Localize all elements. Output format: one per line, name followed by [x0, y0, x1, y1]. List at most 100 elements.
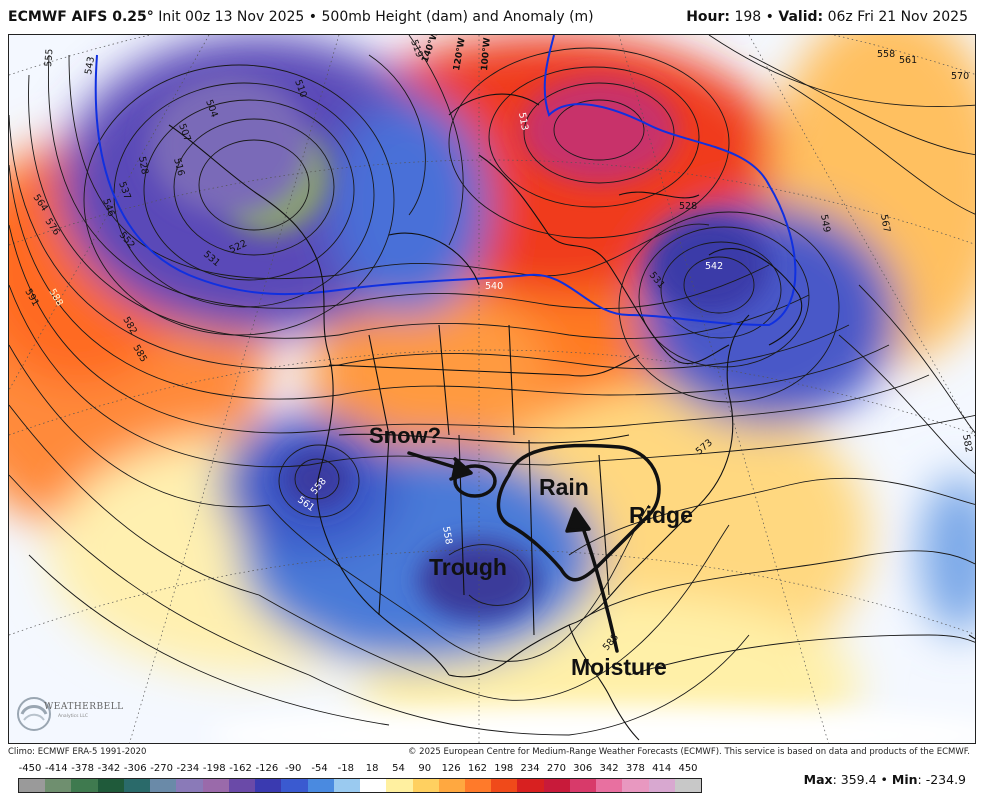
legend-label: 414 [652, 763, 672, 774]
legend-swatch [97, 779, 124, 792]
legend-label: -90 [285, 763, 302, 774]
zero-anomaly-contour [94, 35, 797, 327]
valid-value: 06z Fri 21 Nov 2025 [827, 9, 968, 25]
header-left: ECMWF AIFS 0.25° Init 00z 13 Nov 2025 • … [8, 0, 594, 34]
anomaly-shading [9, 35, 975, 743]
legend-label: -306 [123, 763, 147, 774]
snow-arrowhead [449, 457, 473, 481]
contour-label-542: 542 [705, 261, 723, 272]
legend-colorbar [18, 778, 702, 793]
legend-label: 54 [392, 763, 405, 774]
legend-label: 450 [678, 763, 698, 774]
max-label: Max [803, 772, 833, 787]
climo-credit: Climo: ECMWF ERA-5 1991-2020 [8, 747, 147, 757]
contour-label-513: 513 [516, 112, 530, 132]
moisture-arrow [577, 515, 619, 653]
header-right: Hour: 198 • Valid: 06z Fri 21 Nov 2025 [686, 0, 968, 34]
hour-label: Hour: [686, 9, 731, 25]
meridian-100w: 100°W [480, 37, 493, 71]
legend-label: 126 [441, 763, 461, 774]
legend-swatch [150, 779, 177, 792]
annotation-rain: Rain [539, 474, 589, 500]
min-value: : -234.9 [917, 772, 966, 787]
map-canvas[interactable]: 555 543 507 504 516 528 537 546 552 564 … [9, 35, 976, 744]
legend-label: -198 [202, 763, 226, 774]
legend-label: 162 [467, 763, 487, 774]
legend-labels: -450 -414 -378 -342 -306 -270 -234 -198 -162 -126… [18, 763, 702, 777]
contour-label-558-c: 558 [440, 526, 454, 546]
contour-label-561: 561 [899, 55, 917, 66]
boundaries [168, 93, 975, 741]
map-panel[interactable]: 555 543 507 504 516 528 537 546 552 564 … [8, 34, 976, 744]
contour-label-543: 543 [83, 56, 97, 76]
legend-label: 234 [520, 763, 540, 774]
legend-swatch [333, 779, 361, 792]
legend-swatch [622, 779, 649, 792]
contour-label-528-b: 528 [679, 201, 697, 212]
contour-label-567: 567 [878, 214, 892, 234]
graticule [9, 35, 975, 743]
legend-swatch [386, 779, 413, 792]
contour-label-540: 540 [485, 281, 503, 292]
map-header: ECMWF AIFS 0.25° Init 00z 13 Nov 2025 • … [0, 0, 984, 34]
legend-label: 378 [625, 763, 645, 774]
height-contours [9, 35, 975, 736]
init-time: Init 00z 13 Nov 2025 [158, 9, 305, 25]
legend-swatch [71, 779, 98, 792]
stats-bullet: • [880, 772, 888, 787]
legend-swatch [307, 779, 334, 792]
legend-swatch [569, 779, 597, 792]
precip-outline [496, 443, 661, 582]
valid-label: Valid: [778, 9, 824, 25]
legend-swatch [123, 779, 151, 792]
weatherbell-logo: WEATHERBELL Analytics LLC [14, 690, 124, 736]
header-separator-2: • [765, 9, 774, 25]
contour-label-549: 549 [818, 214, 832, 234]
legend-swatch [360, 779, 387, 792]
product-name: 500mb Height (dam) and Anomaly (m) [321, 9, 594, 25]
annotation-moisture: Moisture [571, 654, 667, 680]
legend-swatch [19, 779, 46, 792]
legend-swatch [438, 779, 465, 792]
legend-swatch [228, 779, 256, 792]
legend-label: 306 [573, 763, 593, 774]
legend-swatch [674, 779, 702, 792]
legend-label: -54 [311, 763, 328, 774]
contour-label-555: 555 [43, 48, 56, 67]
moisture-arrowhead [565, 507, 591, 533]
legend-label: -162 [229, 763, 252, 774]
snow-circle [453, 464, 497, 498]
legend-swatch [543, 779, 570, 792]
legend-label: -342 [97, 763, 121, 774]
contour-label-570: 570 [951, 71, 969, 82]
logo-swirl-icon [17, 697, 51, 731]
legend-label: -378 [71, 763, 94, 774]
legend-label: 270 [546, 763, 566, 774]
legend-swatch [281, 779, 308, 792]
legend-swatch [517, 779, 544, 792]
contour-label-516: 516 [171, 157, 186, 177]
annotation-trough: Trough [429, 554, 507, 580]
annotation-snow: Snow? [369, 423, 441, 448]
min-label: Min [891, 772, 918, 787]
annotation-strokes [407, 443, 661, 653]
credits: Climo: ECMWF ERA-5 1991-2020 © 2025 Euro… [0, 745, 984, 759]
legend-swatch [176, 779, 203, 792]
legend-label: -270 [150, 763, 173, 774]
legend-swatch [648, 779, 675, 792]
legend-swatch [596, 779, 623, 792]
contour-label-558: 558 [877, 49, 895, 60]
degree-symbol: ° [146, 9, 154, 25]
contour-label-528: 528 [136, 156, 150, 176]
contour-label-582-b: 582 [960, 434, 974, 454]
legend-label: 198 [494, 763, 514, 774]
legend-swatch [45, 779, 72, 792]
color-legend: -450 -414 -378 -342 -306 -270 -234 -198 -162 -126… [18, 763, 702, 793]
legend-label: -126 [255, 763, 279, 774]
max-value: : 359.4 [832, 772, 877, 787]
legend-swatch [412, 779, 439, 792]
legend-label: 18 [365, 763, 379, 774]
header-separator: • [308, 9, 318, 25]
model-name: ECMWF AIFS 0.25 [8, 9, 147, 25]
legend-label: -450 [18, 763, 42, 774]
